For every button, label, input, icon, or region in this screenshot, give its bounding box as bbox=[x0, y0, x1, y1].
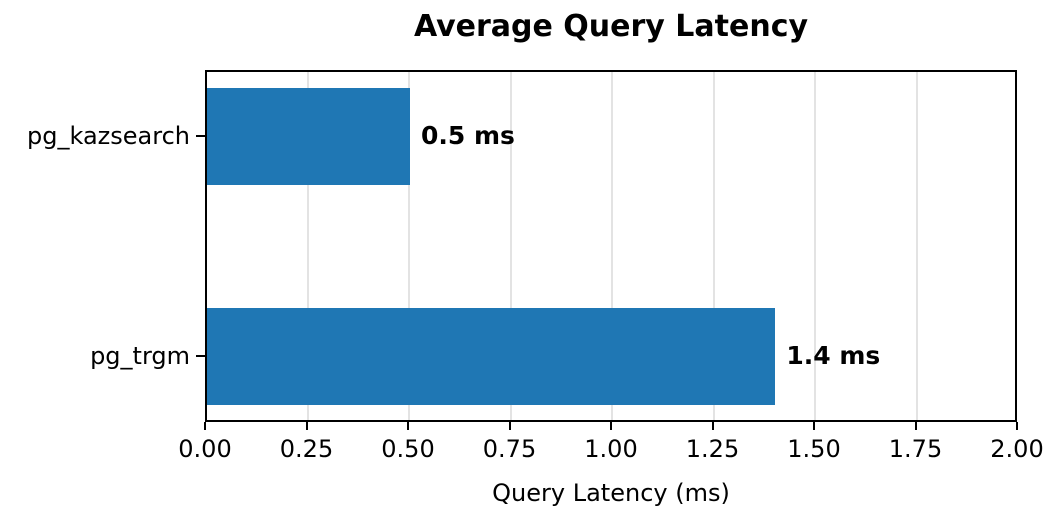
x-axis-label: Query Latency (ms) bbox=[492, 479, 730, 507]
x-tick-label: 0.00 bbox=[178, 435, 232, 463]
y-tick-mark bbox=[196, 355, 205, 357]
gridline bbox=[611, 72, 613, 420]
x-tick-mark bbox=[914, 422, 917, 430]
bar-value-label: 0.5 ms bbox=[421, 121, 515, 150]
gridline bbox=[712, 72, 715, 420]
gridline bbox=[814, 72, 816, 420]
x-tick-mark bbox=[305, 422, 308, 430]
bar bbox=[207, 307, 775, 405]
x-tick-label: 2.00 bbox=[990, 435, 1044, 463]
x-tick-mark bbox=[204, 422, 206, 430]
x-tick-label: 0.75 bbox=[482, 435, 537, 463]
gridline bbox=[509, 72, 512, 420]
x-tick-label: 1.75 bbox=[888, 435, 943, 463]
x-tick-mark bbox=[813, 422, 815, 430]
plot-area bbox=[205, 70, 1017, 422]
bar-value-label: 1.4 ms bbox=[786, 341, 881, 370]
x-tick-mark bbox=[407, 422, 409, 430]
gridline bbox=[408, 72, 410, 420]
chart-title: Average Query Latency bbox=[413, 9, 809, 44]
y-tick-label: pg_trgm bbox=[90, 342, 190, 370]
x-tick-label: 1.25 bbox=[685, 435, 740, 463]
x-tick-mark bbox=[1016, 422, 1018, 430]
gridline bbox=[915, 72, 918, 420]
bar bbox=[207, 87, 410, 185]
y-tick-mark bbox=[196, 135, 205, 137]
x-tick-label: 1.50 bbox=[787, 435, 841, 463]
x-tick-mark bbox=[508, 422, 511, 430]
x-tick-mark bbox=[711, 422, 714, 430]
x-tick-label: 0.25 bbox=[279, 435, 334, 463]
y-tick-label: pg_kazsearch bbox=[27, 122, 190, 150]
x-tick-mark bbox=[610, 422, 612, 430]
gridline bbox=[306, 72, 309, 420]
x-tick-label: 1.00 bbox=[584, 435, 638, 463]
x-tick-label: 0.50 bbox=[381, 435, 435, 463]
